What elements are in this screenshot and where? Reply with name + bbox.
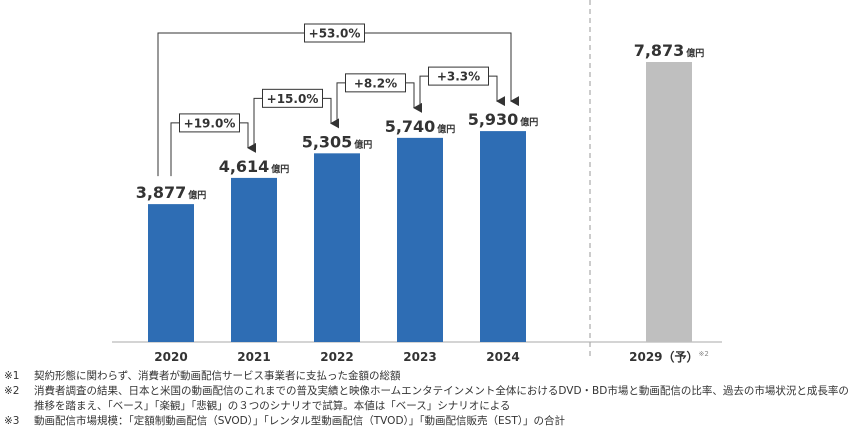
bar bbox=[148, 204, 194, 342]
value-unit: 億円 bbox=[686, 47, 704, 59]
bar bbox=[646, 62, 692, 342]
footnote-text: 動画配信市場規模：「定額制動画配信（SVOD）」「レンタル型動画配信（TVOD）… bbox=[34, 415, 565, 427]
growth-box bbox=[428, 66, 489, 86]
value-number: 5,305 bbox=[302, 132, 353, 151]
value-unit: 億円 bbox=[520, 116, 538, 128]
growth-label: +19.0% bbox=[184, 116, 236, 130]
bar bbox=[231, 177, 277, 342]
value-number: 4,614 bbox=[219, 157, 270, 176]
bar bbox=[397, 137, 443, 342]
value-label: 5,740 億円 bbox=[385, 117, 456, 136]
growth-box bbox=[304, 23, 365, 43]
value-number: 5,930 bbox=[468, 110, 519, 129]
value-unit: 億円 bbox=[188, 189, 206, 201]
x-tick-label: 2024 bbox=[486, 350, 519, 364]
footnotes: ※1 契約形態に関わらず、消費者が動画配信サービス事業者に支払った金額の総額 ※2 消… bbox=[4, 369, 850, 429]
category: 2021 bbox=[237, 350, 270, 364]
value-number: 7,873 bbox=[634, 41, 685, 60]
footnote-marker: ※1 bbox=[4, 370, 20, 382]
growth-label: +3.3% bbox=[437, 70, 480, 84]
value-unit: 億円 bbox=[437, 123, 455, 135]
value-number: 3,877 bbox=[136, 183, 187, 202]
footnote: ※2 消費者調査の結果、日本と米国の動画配信のこれまでの普及実績と映像ホームエンタ… bbox=[4, 384, 850, 414]
footnote-text: 消費者調査の結果、日本と米国の動画配信のこれまでの普及実績と映像ホームエンタテイ… bbox=[34, 385, 849, 412]
footnote-marker: ※3 bbox=[4, 415, 20, 427]
growth-label: +53.0% bbox=[309, 27, 361, 41]
value-label: 4,614 億円 bbox=[219, 157, 290, 176]
category: 2024 bbox=[486, 350, 519, 364]
value-number: 5,740 bbox=[385, 117, 436, 136]
forecast-note: ※2 bbox=[699, 350, 709, 358]
category: 2023 bbox=[403, 350, 436, 364]
footnote: ※1 契約形態に関わらず、消費者が動画配信サービス事業者に支払った金額の総額 bbox=[4, 369, 850, 384]
x-tick-label: 2021 bbox=[237, 350, 270, 364]
growth-label: +8.2% bbox=[354, 76, 397, 90]
x-tick-label: 2029（予）※2 bbox=[629, 349, 709, 364]
growth-box bbox=[262, 88, 323, 108]
footnote: ※3 動画配信市場規模：「定額制動画配信（SVOD）」「レンタル型動画配信（TVO… bbox=[4, 414, 850, 429]
x-tick-label: 2022 bbox=[320, 350, 353, 364]
footnote-marker: ※2 bbox=[4, 385, 20, 397]
growth-label: +15.0% bbox=[267, 92, 319, 106]
value-unit: 億円 bbox=[354, 138, 372, 150]
x-tick-label: 2020 bbox=[154, 350, 187, 364]
category: 2029（予） bbox=[629, 349, 698, 364]
footnote-text: 契約形態に関わらず、消費者が動画配信サービス事業者に支払った金額の総額 bbox=[34, 370, 401, 382]
value-label: 7,873 億円 bbox=[634, 41, 705, 60]
growth-box bbox=[179, 113, 240, 133]
x-tick-label: 2023 bbox=[403, 350, 436, 364]
bar bbox=[314, 153, 360, 342]
growth-box bbox=[345, 73, 406, 93]
value-unit: 億円 bbox=[271, 163, 289, 175]
value-label: 3,877 億円 bbox=[136, 183, 207, 202]
category: 2022 bbox=[320, 350, 353, 364]
category: 2020 bbox=[154, 350, 187, 364]
bar bbox=[480, 131, 526, 342]
value-label: 5,930 億円 bbox=[468, 110, 539, 129]
value-label: 5,305 億円 bbox=[302, 132, 373, 151]
